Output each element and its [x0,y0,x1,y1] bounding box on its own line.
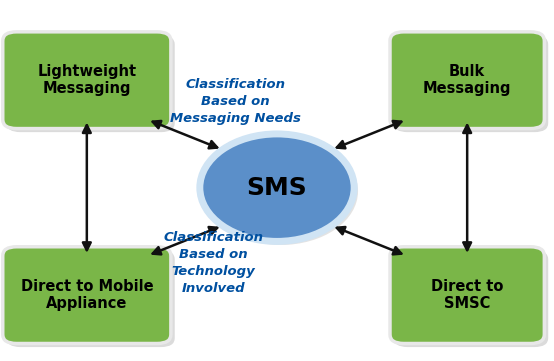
Ellipse shape [200,134,354,242]
FancyBboxPatch shape [394,250,548,347]
FancyBboxPatch shape [390,247,545,343]
Text: SMS: SMS [247,176,307,200]
Text: Direct to
SMSC: Direct to SMSC [431,279,504,311]
Text: Lightweight
Messaging: Lightweight Messaging [37,64,136,96]
Text: Classification
Based on
Messaging Needs: Classification Based on Messaging Needs [170,78,301,125]
FancyBboxPatch shape [390,32,545,129]
FancyBboxPatch shape [394,35,548,132]
Text: Bulk
Messaging: Bulk Messaging [423,64,511,96]
FancyBboxPatch shape [7,250,175,347]
FancyBboxPatch shape [3,247,171,343]
FancyBboxPatch shape [3,32,171,129]
FancyBboxPatch shape [7,35,175,132]
Ellipse shape [204,138,358,245]
Text: Classification
Based on
Technology
Involved: Classification Based on Technology Invol… [163,231,264,295]
Text: Direct to Mobile
Appliance: Direct to Mobile Appliance [20,279,153,311]
